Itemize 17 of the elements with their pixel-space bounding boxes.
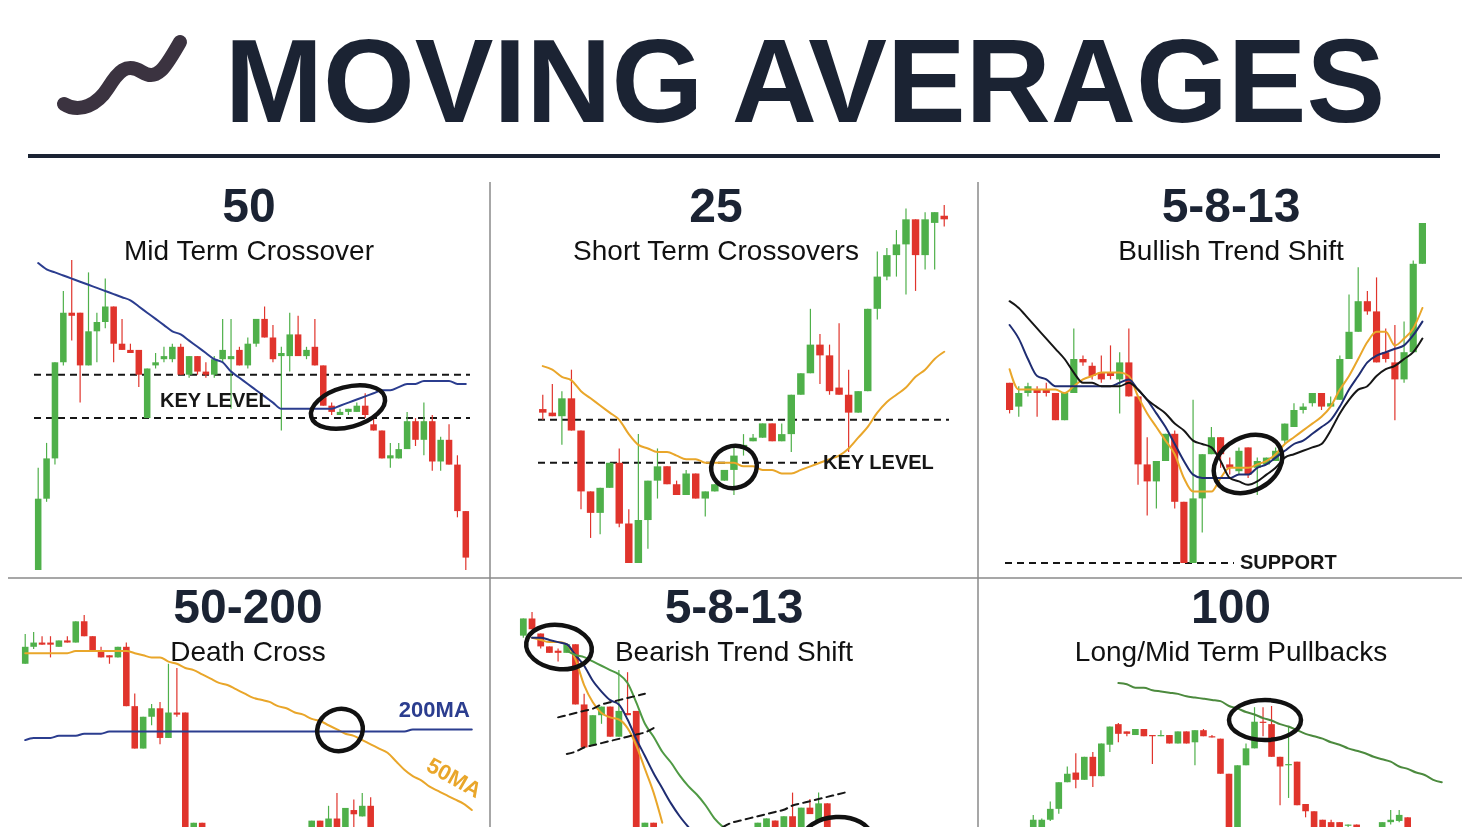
- legend-label: KEY LEVEL: [160, 389, 271, 412]
- chart-title: 25: [689, 179, 743, 233]
- text: Bearish Trend Shift: [614, 636, 854, 668]
- series-label: 200MA: [398, 697, 470, 723]
- ref-line-label: KEY LEVEL: [823, 450, 934, 473]
- text: MOVING AVERAGES: [224, 15, 1386, 147]
- ref-line-label: SUPPORT: [1240, 551, 1337, 573]
- chart-subtitle: Long/Mid Term Pullbacks: [1074, 636, 1388, 667]
- chart-subtitle: Mid Term Crossover: [124, 235, 374, 267]
- chart-subtitle: Bullish Trend Shift: [1118, 235, 1345, 267]
- text: Death Cross: [170, 636, 326, 668]
- chart-title: 100: [1190, 580, 1272, 633]
- chart-title: 5-8-13: [1161, 179, 1301, 233]
- chart-title: 50-200: [173, 580, 323, 634]
- chart-title: 50: [222, 179, 276, 233]
- chart-title: 5-8-13: [664, 580, 804, 634]
- text: Short Term Crossovers: [573, 235, 859, 267]
